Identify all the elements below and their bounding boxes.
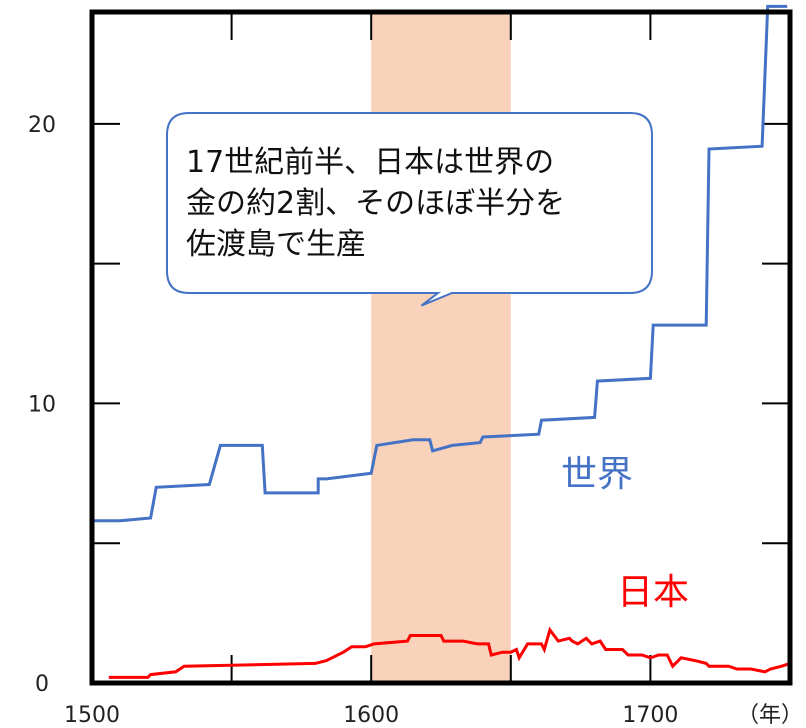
y-axis-ticks: [92, 122, 790, 545]
series-line-world: [92, 4, 788, 523]
annotation-line-2: 金の約2割、そのほぼ半分を: [186, 186, 566, 221]
annotation-callout-bubble: [166, 112, 653, 307]
annotation-line-3: 佐渡島で生産: [186, 227, 366, 262]
x-tick-label-1700: 1700: [622, 703, 678, 728]
annotation-line-1: 17世紀前半、日本は世界の: [186, 145, 555, 180]
x-axis-unit-label: （年）: [737, 703, 803, 728]
x-axis-ticks: [230, 12, 652, 683]
x-axis-tick-labels: 1500 1600 1700: [64, 703, 678, 728]
y-tick-label-0: 0: [35, 672, 49, 697]
y-tick-label-20: 20: [28, 113, 56, 138]
annotation-text: 17世紀前半、日本は世界の 金の約2割、そのほぼ半分を 佐渡島で生産: [186, 142, 626, 265]
plot-frame: [89, 9, 793, 686]
x-tick-label-1600: 1600: [343, 703, 399, 728]
y-tick-label-10: 10: [28, 392, 56, 417]
y-axis-tick-labels: 0 10 20: [28, 113, 56, 697]
series-label-world: 世界: [561, 454, 633, 495]
series-label-japan: 日本: [617, 572, 689, 613]
series-line-japan: [108, 626, 791, 679]
x-tick-label-1500: 1500: [64, 703, 120, 728]
